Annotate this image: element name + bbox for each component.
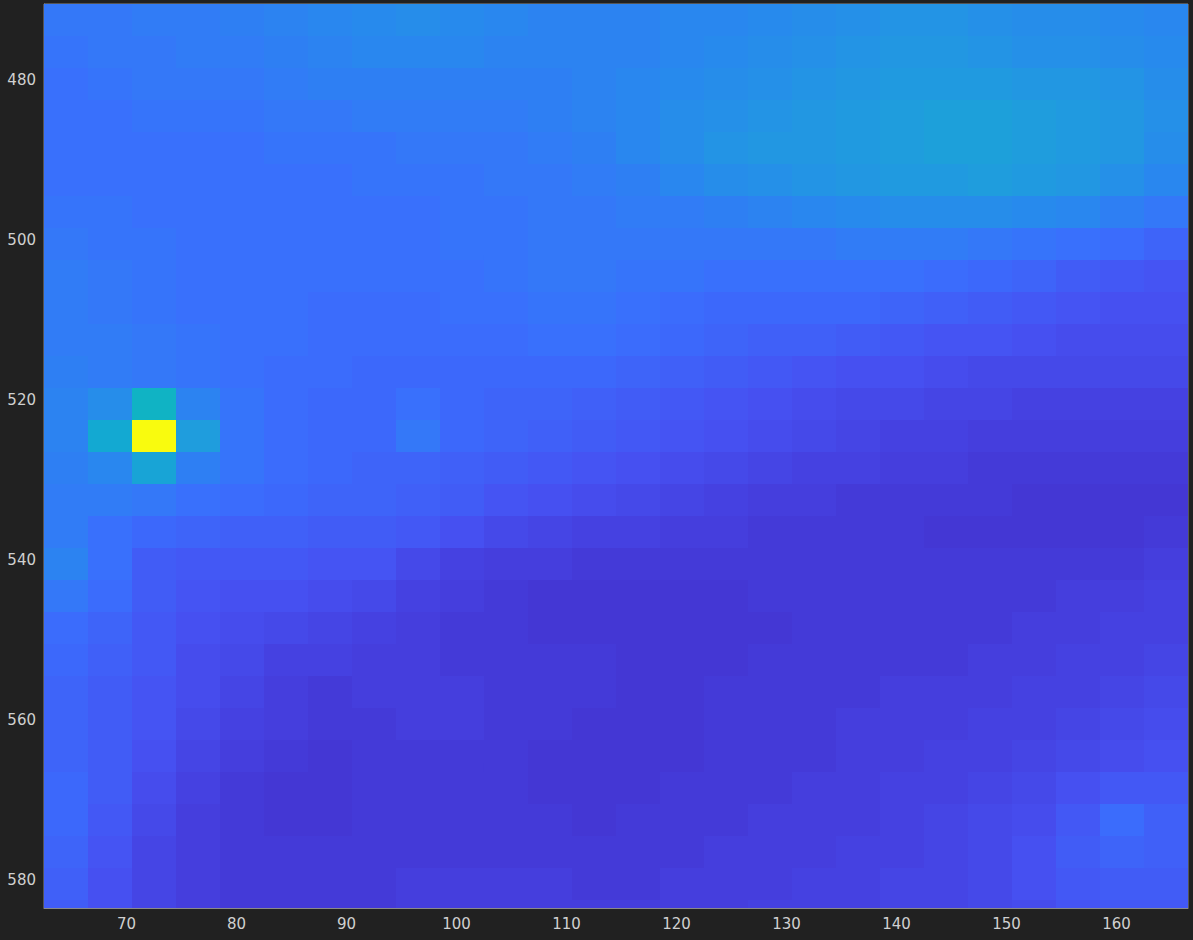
svg-text:90: 90 [337, 915, 356, 933]
svg-text:110: 110 [552, 915, 581, 933]
svg-text:520: 520 [7, 391, 36, 409]
svg-text:160: 160 [1102, 915, 1131, 933]
svg-text:140: 140 [882, 915, 911, 933]
svg-text:480: 480 [7, 71, 36, 89]
svg-text:500: 500 [7, 231, 36, 249]
svg-text:80: 80 [227, 915, 246, 933]
svg-text:100: 100 [442, 915, 471, 933]
svg-text:150: 150 [992, 915, 1021, 933]
svg-text:130: 130 [772, 915, 801, 933]
svg-text:560: 560 [7, 711, 36, 729]
svg-text:580: 580 [7, 871, 36, 889]
svg-text:70: 70 [117, 915, 136, 933]
svg-text:540: 540 [7, 551, 36, 569]
svg-text:120: 120 [662, 915, 691, 933]
